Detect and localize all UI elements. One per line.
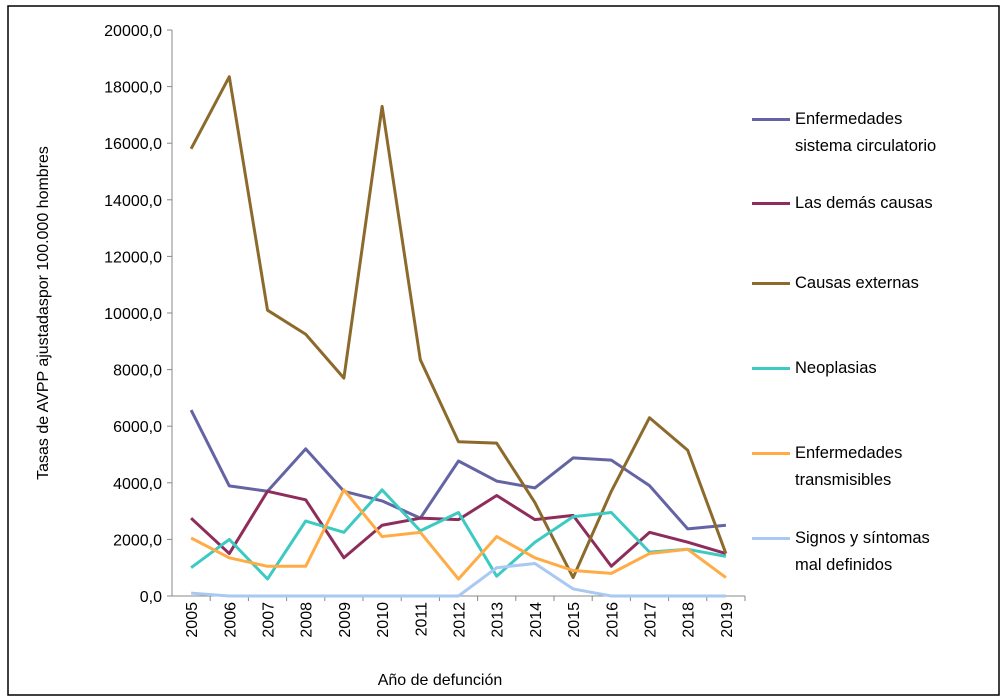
legend-label: Causas externas [795, 274, 919, 292]
x-axis-title: Año de defunción [378, 672, 503, 689]
legend-swatch [752, 367, 790, 370]
series-line [190, 488, 727, 581]
y-tick-label: 2000,0 [113, 532, 162, 549]
x-tick-label: 2016 [604, 602, 621, 638]
y-axis-title: Tasas de AVPP ajustadaspor 100.000 hombr… [35, 146, 52, 480]
x-tick-label: 2009 [337, 602, 354, 638]
legend-swatch [752, 118, 790, 121]
x-tick-label: 2008 [299, 602, 316, 638]
legend-entry: Enfermedades sistema circulatorio [752, 106, 992, 160]
series-line [189, 75, 728, 580]
x-tick-label: 2019 [719, 602, 736, 638]
x-tick-label: 2014 [528, 602, 545, 638]
frame [7, 5, 1000, 696]
x-tick-label: 2007 [261, 602, 278, 638]
x-tick-label: 2018 [681, 602, 698, 638]
y-tick-label: 20000,0 [104, 23, 162, 40]
legend-label: Neoplasias [795, 359, 877, 377]
x-tick-label: 2015 [566, 602, 583, 638]
x-tick-label: 2006 [222, 602, 239, 638]
x-tick-label: 2017 [643, 602, 660, 638]
y-tick-label: 6000,0 [113, 419, 162, 436]
legend-swatch [752, 202, 790, 205]
y-tick-label: 4000,0 [113, 476, 162, 493]
y-tick-label: 12000,0 [104, 249, 162, 266]
x-tick-label: 2013 [490, 602, 507, 638]
legend-swatch [752, 537, 790, 540]
y-tick-label: 10000,0 [104, 306, 162, 323]
legend-entry: Signos y síntomas mal definidos [752, 525, 992, 579]
x-tick-label: 2011 [413, 602, 430, 637]
series-line [190, 489, 727, 568]
x-tick-label: 2010 [375, 602, 392, 638]
x-tick-label: 2005 [184, 602, 201, 638]
legend-label: Signos y síntomas mal definidos [795, 529, 930, 574]
y-tick-label: 14000,0 [104, 193, 162, 210]
x-tick-label: 2012 [452, 602, 469, 638]
legend-label: Las demás causas [795, 194, 933, 212]
y-tick-label: 16000,0 [104, 136, 162, 153]
legend-entry: Las demás causas [752, 190, 992, 217]
legend-entry: Causas externas [752, 270, 992, 297]
series-line [189, 409, 727, 531]
series-line [190, 488, 727, 581]
legend-label: Enfermedades sistema circulatorio [795, 110, 937, 155]
legend-label: Enfermedades transmisibles [795, 444, 903, 489]
y-tick-label: 8000,0 [113, 363, 162, 380]
series-line [190, 561, 726, 598]
y-tick-label: 0,0 [140, 589, 162, 606]
legend-swatch [752, 452, 790, 455]
legend-entry: Neoplasias [752, 355, 992, 382]
legend-swatch [752, 282, 790, 285]
legend-entry: Enfermedades transmisibles [752, 440, 992, 494]
y-tick-label: 18000,0 [104, 80, 162, 97]
